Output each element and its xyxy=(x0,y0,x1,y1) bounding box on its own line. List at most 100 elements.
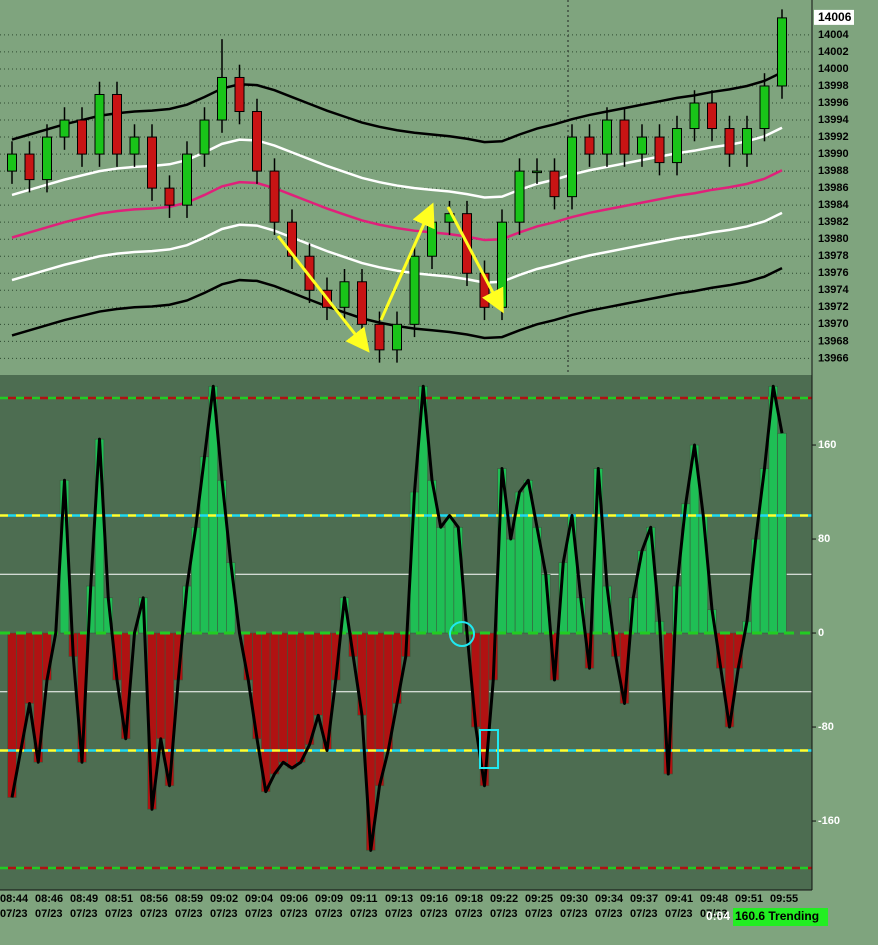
candle-body xyxy=(584,136,595,155)
x-tick-label: 09:25 xyxy=(525,893,553,905)
histogram-bar xyxy=(436,526,446,634)
x-tick-label: 08:56 xyxy=(140,893,168,905)
x-tick-label: 09:51 xyxy=(735,893,763,905)
y-tick-label: 80 xyxy=(818,533,830,545)
y-tick-label: 13968 xyxy=(818,335,849,347)
candle-body xyxy=(269,170,280,223)
histogram-bar xyxy=(296,632,306,763)
x-tick-date: 07/23 xyxy=(175,908,203,920)
candle-body xyxy=(24,153,35,181)
candle-body xyxy=(94,93,105,155)
candle-body xyxy=(77,119,87,155)
y-tick-label: 13984 xyxy=(818,199,849,211)
x-tick-label: 09:48 xyxy=(700,893,728,905)
x-tick-date: 07/23 xyxy=(490,908,518,920)
y-tick-label: -80 xyxy=(818,721,834,733)
candle-body xyxy=(549,170,560,198)
x-tick-date: 07/23 xyxy=(420,908,448,920)
x-tick-label: 09:34 xyxy=(595,893,624,905)
candle-body xyxy=(514,170,525,223)
x-tick-label: 09:13 xyxy=(385,893,413,905)
x-tick-label: 09:16 xyxy=(420,893,448,905)
candle-body xyxy=(392,323,402,351)
y-tick-label: 13988 xyxy=(818,165,849,177)
candle-body xyxy=(672,128,682,164)
y-tick-label: 13982 xyxy=(818,216,849,228)
x-tick-date: 07/23 xyxy=(315,908,343,920)
candle-body xyxy=(147,136,157,189)
candle-body xyxy=(42,136,52,181)
histogram-bar xyxy=(156,632,166,740)
x-tick-label: 08:59 xyxy=(175,893,203,905)
x-tick-date: 07/23 xyxy=(35,908,63,920)
y-tick-label: 13966 xyxy=(818,352,849,364)
last-price-box xyxy=(814,9,854,25)
x-tick-date: 07/23 xyxy=(560,908,588,920)
x-tick-date: 07/23 xyxy=(140,908,168,920)
x-tick-label: 09:02 xyxy=(210,893,238,905)
y-tick-label: 13986 xyxy=(818,182,849,194)
histogram-bar xyxy=(24,632,35,704)
band-line xyxy=(11,211,783,284)
x-tick-date: 07/23 xyxy=(350,908,378,920)
histogram-bar xyxy=(278,632,288,763)
x-tick-date: 07/23 xyxy=(210,908,238,920)
x-tick-label: 09:22 xyxy=(490,893,518,905)
status-box xyxy=(733,908,828,926)
candle-body xyxy=(619,119,630,155)
histogram-bar xyxy=(444,515,455,634)
candle-body xyxy=(339,281,350,308)
candle-body xyxy=(532,170,542,174)
y-tick-label: 160 xyxy=(818,439,836,451)
arrow xyxy=(379,202,435,321)
y-tick-label: 13972 xyxy=(818,301,849,313)
histogram-bar xyxy=(506,538,516,634)
status: 160.6 Trending xyxy=(735,909,819,923)
histogram-bar xyxy=(304,632,315,745)
oscillator-line xyxy=(10,384,784,852)
histogram-bar xyxy=(269,632,280,775)
arrow xyxy=(446,206,504,314)
y-tick-label: 13970 xyxy=(818,318,849,330)
x-tick-label: 08:49 xyxy=(70,893,98,905)
x-tick-label: 09:55 xyxy=(770,893,798,905)
histogram-bar xyxy=(287,632,297,769)
x-tick-label: 09:09 xyxy=(315,893,343,905)
x-tick-label: 08:46 xyxy=(35,893,63,905)
x-tick-label: 09:30 xyxy=(560,893,588,905)
x-tick-date: 07/23 xyxy=(245,908,273,920)
y-tick-label: 13998 xyxy=(818,80,849,92)
candle-body xyxy=(7,153,17,172)
x-tick-label: 08:44 xyxy=(0,893,29,905)
candle-body xyxy=(777,17,787,87)
y-tick-label: 13978 xyxy=(818,250,849,262)
y-tick-label: 13992 xyxy=(818,131,849,143)
x-tick-date: 07/23 xyxy=(630,908,658,920)
candle-body xyxy=(637,136,647,155)
highlight-circle xyxy=(449,621,475,647)
x-tick-date: 07/23 xyxy=(525,908,553,920)
y-tick-label: 14000 xyxy=(818,63,849,75)
y-tick-label: 13976 xyxy=(818,267,849,279)
y-tick-label: 13994 xyxy=(818,114,849,126)
x-tick-date: 07/23 xyxy=(385,908,413,920)
x-tick-label: 09:41 xyxy=(665,893,693,905)
candle-body xyxy=(707,102,717,130)
arrow xyxy=(276,235,370,353)
candle-body xyxy=(567,136,577,198)
y-tick-label: 14002 xyxy=(818,46,849,58)
candle-body xyxy=(654,136,665,164)
x-tick-date: 07/23 xyxy=(595,908,623,920)
candle-body xyxy=(409,255,420,325)
y-tick-label: -160 xyxy=(818,815,840,827)
candle-body xyxy=(217,76,227,121)
y-tick-label: 13974 xyxy=(818,284,849,296)
x-tick-date: 07/23 xyxy=(280,908,308,920)
timer: 0:04 xyxy=(706,909,730,923)
candle-body xyxy=(112,93,122,155)
x-tick-date: 07/23 xyxy=(105,908,133,920)
x-tick-date: 07/23 xyxy=(0,908,28,920)
candle-body xyxy=(182,153,192,206)
x-tick-date: 07/23 xyxy=(70,908,98,920)
